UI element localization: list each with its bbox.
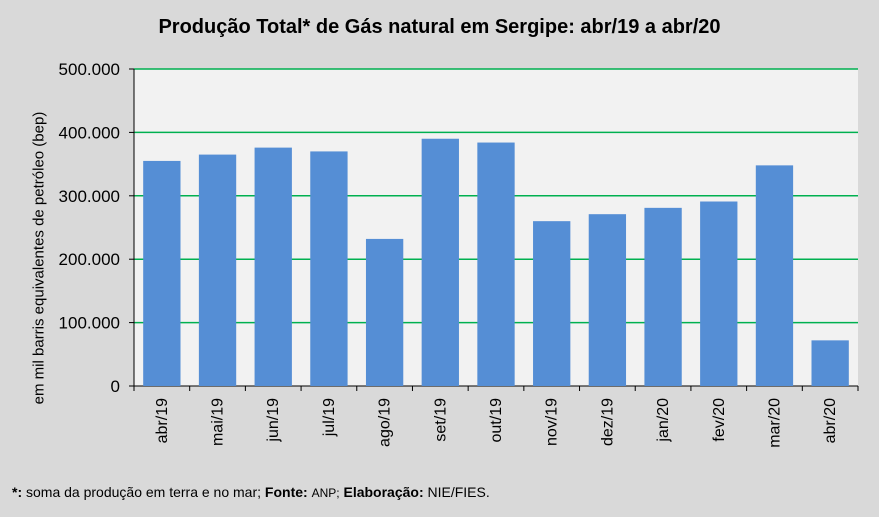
footnote-elaboration-value: NIE/FIES.	[427, 484, 490, 500]
footnote-marker: *:	[12, 484, 23, 500]
bar	[533, 221, 571, 386]
x-tick-label: out/19	[488, 398, 505, 443]
x-tick-label: abr/20	[822, 398, 839, 443]
y-axis-label: em mil barris equivalentes de petróleo (…	[30, 111, 48, 405]
x-tick-label: nov/19	[544, 398, 561, 446]
x-tick-label: mar/20	[766, 398, 783, 448]
bar	[588, 214, 627, 386]
x-tick-label: dez/19	[599, 398, 616, 446]
chart-title: Produção Total* de Gás natural em Sergip…	[158, 16, 721, 38]
bar	[477, 142, 515, 386]
x-tick-label: jun/19	[265, 398, 282, 443]
bar	[198, 154, 237, 386]
x-tick-label: abr/19	[154, 398, 171, 443]
x-tick-label: jul/19	[321, 398, 338, 437]
bar	[254, 147, 292, 386]
bar	[755, 165, 794, 386]
footnote-source-label: Fonte:	[264, 484, 308, 500]
bar	[421, 138, 459, 386]
footnote: *: soma da produção em terra e no mar; F…	[12, 484, 490, 500]
x-tick-label: mai/19	[210, 398, 227, 446]
bar	[310, 151, 348, 386]
x-tick-label: fev/20	[711, 398, 728, 442]
footnote-source-value: ANP;	[311, 486, 340, 500]
y-tick-label: 300.000	[59, 187, 120, 206]
bar	[644, 207, 682, 386]
x-tick-label: jan/20	[655, 398, 672, 443]
x-tick-label: ago/19	[377, 398, 394, 447]
y-tick-label: 100.000	[59, 314, 120, 333]
y-tick-label: 200.000	[59, 250, 120, 269]
footnote-text: soma da produção em terra e no mar;	[22, 484, 262, 500]
bar	[365, 238, 404, 386]
y-tick-label: 500.000	[59, 60, 120, 79]
bar	[811, 340, 849, 386]
y-tick-label: 0	[111, 377, 120, 396]
footnote-elaboration-label: Elaboração:	[343, 484, 424, 500]
bar	[700, 201, 738, 386]
y-tick-label: 400.000	[59, 123, 120, 142]
bar	[143, 160, 181, 386]
x-tick-label: set/19	[432, 398, 449, 442]
